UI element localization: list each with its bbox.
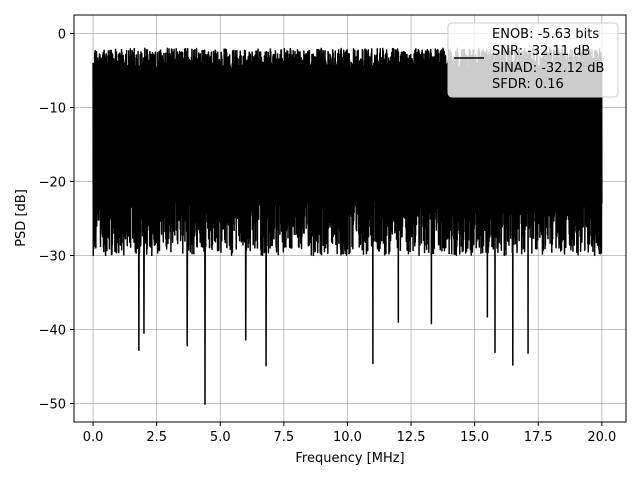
x-tick-label: 5.0	[210, 430, 231, 445]
axes-frame	[73, 14, 627, 423]
x-tick-label: 10.0	[333, 430, 362, 445]
legend-entry-enob: ENOB: -5.63 bits	[492, 27, 599, 42]
x-tick-label: 7.5	[274, 430, 295, 445]
x-tick-label: 15.0	[460, 430, 489, 445]
y-axis-label: PSD [dB]	[14, 189, 29, 247]
legend-entry-snr: SNR: -32.11 dB	[492, 44, 590, 59]
plot-area	[92, 47, 603, 405]
y-tick-label: −30	[39, 250, 66, 265]
x-tick-label: 0.0	[83, 430, 104, 445]
y-tick-label: −20	[39, 176, 66, 191]
legend-box	[447, 22, 619, 98]
y-tick-label: −40	[39, 324, 66, 339]
legend-entry-sfdr: SFDR: 0.16	[492, 77, 564, 92]
y-axis: 0 −10 −20 −30 −40 −50	[39, 28, 74, 413]
x-axis: 0.0 2.5 5.0 7.5 10.0 12.5 15.0 17.5 20.0	[83, 422, 616, 445]
y-tick-label: 0	[58, 28, 66, 43]
x-tick-label: 12.5	[397, 430, 426, 445]
x-tick-label: 20.0	[587, 430, 616, 445]
x-tick-label: 2.5	[146, 430, 167, 445]
x-axis-label: Frequency [MHz]	[295, 451, 404, 466]
y-tick-label: −10	[39, 102, 66, 117]
legend-entry-sinad: SINAD: -32.12 dB	[492, 61, 604, 76]
x-tick-label: 17.5	[524, 430, 553, 445]
psd-series-line	[92, 47, 603, 405]
y-tick-label: −50	[39, 398, 66, 413]
legend: ENOB: -5.63 bits SNR: -32.11 dB SINAD: -…	[447, 22, 619, 98]
